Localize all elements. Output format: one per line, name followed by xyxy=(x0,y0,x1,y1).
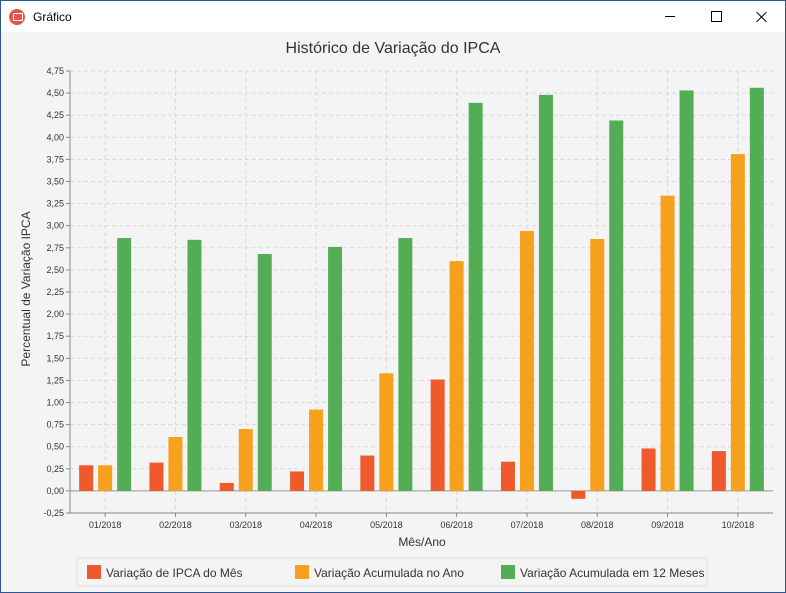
x-tick-label: 10/2018 xyxy=(722,520,755,530)
y-tick-label: 2,25 xyxy=(46,287,64,297)
bar-series-3-09-2018 xyxy=(679,90,694,491)
x-tick-label: 02/2018 xyxy=(159,520,192,530)
x-tick-label: 04/2018 xyxy=(300,520,333,530)
bar-series-1-05-2018 xyxy=(360,455,375,491)
y-tick-label: 3,25 xyxy=(46,199,64,209)
bar-series-3-03-2018 xyxy=(257,253,272,491)
maximize-button[interactable] xyxy=(693,1,739,32)
y-tick-label: 2,75 xyxy=(46,243,64,253)
title-bar[interactable]: Gráfico xyxy=(1,1,785,32)
y-tick-label: 0,25 xyxy=(46,464,64,474)
y-tick-label: 1,00 xyxy=(46,398,64,408)
bar-series-3-04-2018 xyxy=(328,246,343,491)
bar-series-1-09-2018 xyxy=(641,448,656,491)
bar-series-1-03-2018 xyxy=(219,482,234,491)
bar-series-2-05-2018 xyxy=(379,373,394,491)
minimize-button[interactable] xyxy=(647,1,693,32)
y-tick-label: 4,50 xyxy=(46,88,64,98)
chart-title: Histórico de Variação do IPCA xyxy=(286,40,501,57)
window-title: Gráfico xyxy=(33,9,72,24)
y-axis-label: Percentual de Variação IPCA xyxy=(19,211,33,366)
legend-label-1: Variação de IPCA do Mês xyxy=(106,566,243,580)
y-tick-label: -0,25 xyxy=(43,508,64,518)
bar-series-2-07-2018 xyxy=(519,231,534,491)
bar-series-1-02-2018 xyxy=(149,462,164,491)
y-tick-label: 4,25 xyxy=(46,110,64,120)
bar-series-2-04-2018 xyxy=(309,409,324,491)
y-tick-label: 3,50 xyxy=(46,177,64,187)
y-tick-label: 1,50 xyxy=(46,353,64,363)
y-tick-label: 1,75 xyxy=(46,331,64,341)
legend-swatch-2 xyxy=(295,565,309,579)
close-icon xyxy=(756,11,768,23)
bar-series-2-09-2018 xyxy=(660,195,675,491)
bar-series-1-06-2018 xyxy=(430,379,445,491)
x-tick-label: 08/2018 xyxy=(581,520,614,530)
y-tick-label: 4,75 xyxy=(46,66,64,76)
bar-series-2-06-2018 xyxy=(449,261,464,491)
y-tick-label: 0,75 xyxy=(46,420,64,430)
maximize-icon xyxy=(710,11,722,22)
x-tick-label: 01/2018 xyxy=(89,520,122,530)
y-tick-label: 3,00 xyxy=(46,221,64,231)
bar-series-3-10-2018 xyxy=(749,87,764,491)
close-button[interactable] xyxy=(739,1,785,32)
legend-label-2: Variação Acumulada no Ano xyxy=(314,566,464,580)
x-tick-label: 03/2018 xyxy=(229,520,262,530)
y-tick-label: 3,75 xyxy=(46,154,64,164)
minimize-icon xyxy=(665,16,675,17)
bar-series-3-05-2018 xyxy=(398,238,413,491)
bar-series-3-07-2018 xyxy=(538,94,553,491)
y-tick-label: 0,00 xyxy=(46,486,64,496)
bar-series-3-01-2018 xyxy=(117,238,132,491)
x-axis-label: Mês/Ano xyxy=(398,535,446,549)
bar-series-1-08-2018 xyxy=(571,490,586,499)
bar-chart: Histórico de Variação do IPCA -0,25 0,00 0… xyxy=(19,40,773,587)
bar-series-2-08-2018 xyxy=(590,238,605,491)
bar-series-1-04-2018 xyxy=(290,471,305,491)
y-tick-label: 1,25 xyxy=(46,375,64,385)
bar-series-2-01-2018 xyxy=(98,465,113,491)
y-tick-label: 2,50 xyxy=(46,265,64,275)
bar-series-2-03-2018 xyxy=(238,429,253,491)
chart-legend: Variação de IPCA do Mês Variação Acumulad… xyxy=(76,557,708,587)
bar-series-1-07-2018 xyxy=(500,461,515,491)
y-tick-label: 4,00 xyxy=(46,132,64,142)
bar-series-1-01-2018 xyxy=(79,465,94,491)
x-tick-label: 09/2018 xyxy=(651,520,684,530)
bar-series-3-02-2018 xyxy=(187,239,202,491)
legend-box xyxy=(76,557,708,587)
x-tick-label: 05/2018 xyxy=(370,520,403,530)
bar-series-1-10-2018 xyxy=(711,451,726,491)
y-tick-label: 2,00 xyxy=(46,309,64,319)
bar-series-2-02-2018 xyxy=(168,436,183,491)
bar-series-2-10-2018 xyxy=(730,154,745,491)
legend-swatch-3 xyxy=(501,565,515,579)
x-tick-label: 06/2018 xyxy=(440,520,473,530)
y-tick-label: 0,50 xyxy=(46,442,64,452)
bar-series-3-06-2018 xyxy=(468,102,483,491)
bar-series-3-08-2018 xyxy=(609,120,624,491)
legend-swatch-1 xyxy=(87,565,101,579)
chart-app-icon xyxy=(9,8,25,25)
x-tick-label: 07/2018 xyxy=(511,520,544,530)
legend-label-3: Variação Acumulada em 12 Meses xyxy=(520,566,705,580)
